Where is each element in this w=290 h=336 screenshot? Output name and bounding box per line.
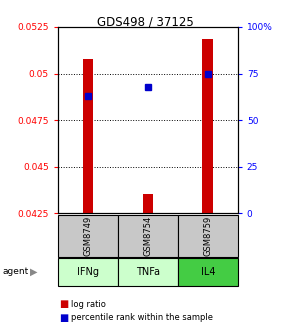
- Text: ■: ■: [59, 312, 69, 323]
- Text: log ratio: log ratio: [71, 300, 106, 308]
- Text: GSM8754: GSM8754: [143, 216, 153, 256]
- Text: GDS498 / 37125: GDS498 / 37125: [97, 15, 193, 28]
- Text: GSM8759: GSM8759: [203, 216, 212, 256]
- Bar: [142, 194, 153, 213]
- Text: GSM8749: GSM8749: [84, 216, 93, 256]
- Text: ▶: ▶: [30, 267, 37, 277]
- Text: IFNg: IFNg: [77, 267, 99, 277]
- Text: TNFa: TNFa: [136, 267, 160, 277]
- Bar: [83, 58, 93, 213]
- Text: percentile rank within the sample: percentile rank within the sample: [71, 313, 213, 322]
- Text: IL4: IL4: [201, 267, 215, 277]
- Text: ■: ■: [59, 299, 69, 309]
- Text: agent: agent: [3, 267, 29, 277]
- Bar: [202, 39, 213, 213]
